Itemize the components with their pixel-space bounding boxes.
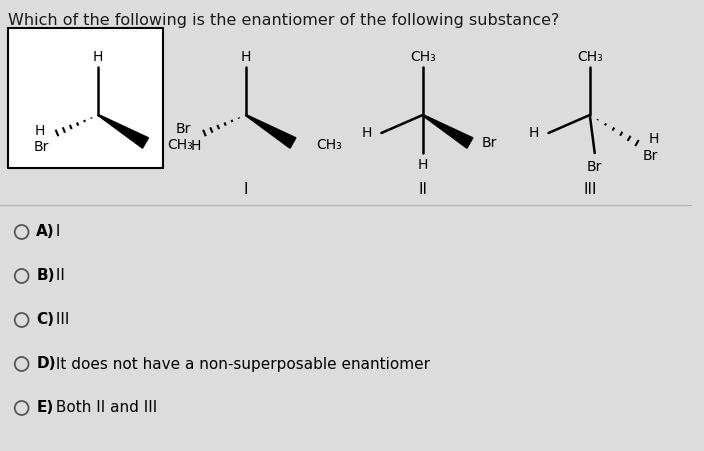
Text: Br: Br xyxy=(643,149,658,163)
Circle shape xyxy=(15,269,28,283)
Text: It does not have a non-superposable enantiomer: It does not have a non-superposable enan… xyxy=(51,356,430,372)
Text: Br: Br xyxy=(587,160,603,174)
Circle shape xyxy=(15,357,28,371)
Text: C): C) xyxy=(37,313,54,327)
Text: H: H xyxy=(361,126,372,140)
Text: Both II and III: Both II and III xyxy=(51,400,158,415)
Text: I: I xyxy=(244,183,248,198)
Text: CH₃: CH₃ xyxy=(410,50,436,64)
Text: Br: Br xyxy=(34,140,49,154)
Bar xyxy=(8,28,163,168)
Text: Which of the following is the enantiomer of the following substance?: Which of the following is the enantiomer… xyxy=(8,13,559,28)
Text: III: III xyxy=(51,313,70,327)
Text: A): A) xyxy=(37,225,55,239)
Circle shape xyxy=(15,401,28,415)
Text: III: III xyxy=(583,183,596,198)
Text: Br: Br xyxy=(482,136,497,150)
Text: D): D) xyxy=(37,356,56,372)
Circle shape xyxy=(15,225,28,239)
Text: B): B) xyxy=(37,268,55,284)
Text: CH₃: CH₃ xyxy=(167,138,193,152)
Text: H: H xyxy=(528,126,539,140)
Polygon shape xyxy=(246,115,296,148)
Text: I: I xyxy=(51,225,61,239)
Polygon shape xyxy=(98,115,149,148)
Text: H: H xyxy=(241,50,251,64)
Circle shape xyxy=(15,313,28,327)
Polygon shape xyxy=(422,115,473,148)
Text: II: II xyxy=(51,268,65,284)
Text: H: H xyxy=(34,124,45,138)
Text: H: H xyxy=(417,158,428,172)
Text: H: H xyxy=(93,50,103,64)
Text: H: H xyxy=(649,132,659,146)
Text: CH₃: CH₃ xyxy=(317,138,342,152)
Text: II: II xyxy=(418,183,427,198)
Text: CH₃: CH₃ xyxy=(577,50,603,64)
Text: E): E) xyxy=(37,400,54,415)
Text: Br: Br xyxy=(175,122,191,136)
Text: H: H xyxy=(190,139,201,153)
